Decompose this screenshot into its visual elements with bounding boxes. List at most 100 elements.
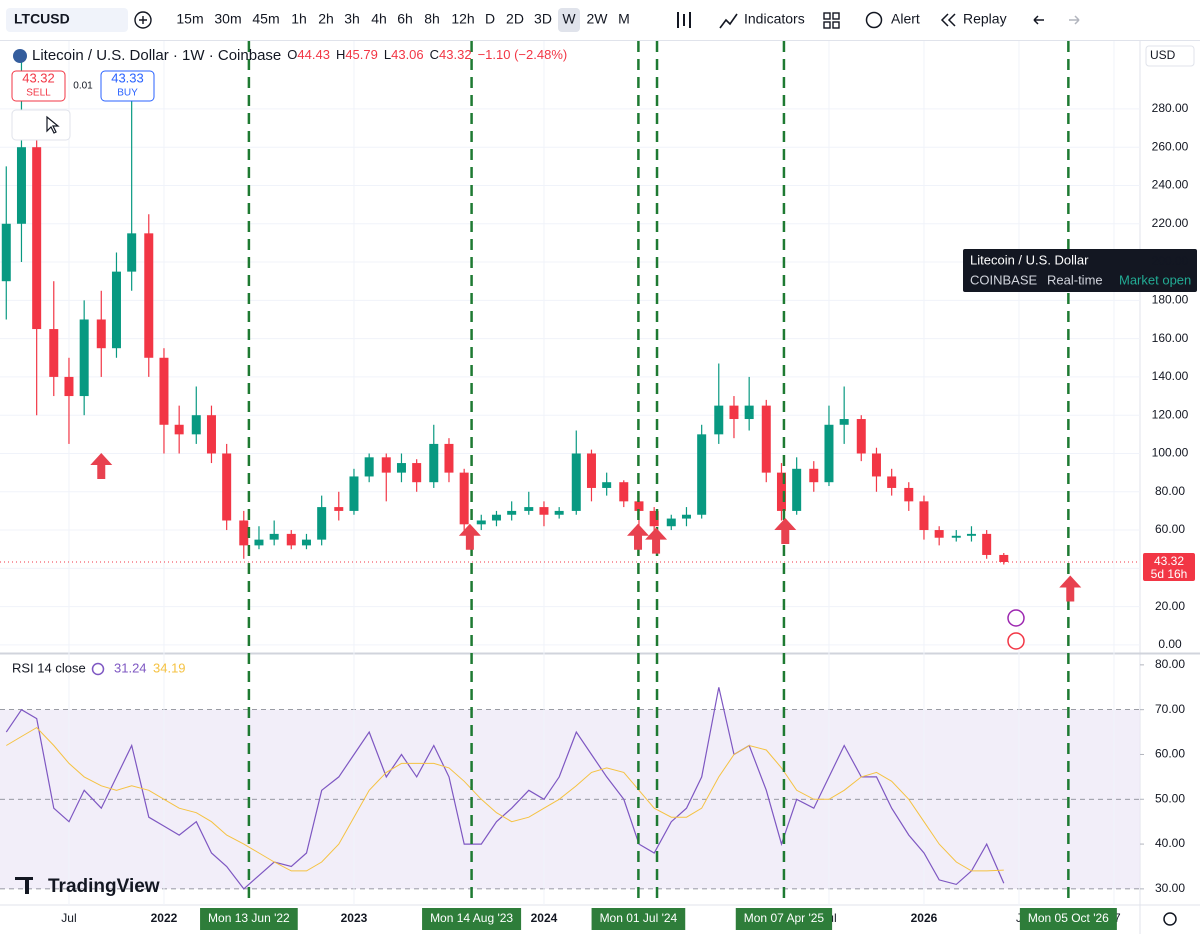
candle-body — [222, 453, 232, 521]
toolbar-border — [0, 40, 1200, 41]
buy-price[interactable]: 43.33 — [111, 70, 144, 85]
bar-countdown: 5d 16h — [1151, 567, 1188, 581]
up-arrow — [774, 518, 797, 545]
layout-icon[interactable] — [823, 12, 840, 29]
interval-button[interactable]: 6h — [397, 11, 413, 27]
candle-body — [79, 319, 89, 397]
tooltip-feed: Real-time — [1047, 272, 1103, 287]
add-symbol-icon[interactable] — [134, 11, 152, 29]
x-tick-label: 2024 — [531, 911, 558, 925]
symbol-box[interactable] — [6, 8, 128, 32]
interval-button[interactable]: 15m — [176, 11, 203, 27]
y-tick-label: 160.00 — [1152, 331, 1189, 345]
replay-icon[interactable] — [940, 13, 956, 27]
candle-body — [396, 463, 406, 473]
symbol[interactable]: LTCUSD — [14, 11, 70, 27]
vline-date-label: Mon 14 Aug '23 — [430, 911, 513, 925]
candle-body — [254, 539, 264, 546]
interval-button[interactable]: 12h — [451, 11, 474, 27]
drawing-mini-toolbar[interactable] — [11, 109, 71, 141]
sell-button[interactable] — [11, 70, 66, 102]
candle-body — [159, 357, 169, 425]
interval-button[interactable]: D — [485, 11, 495, 27]
undo-icon[interactable] — [1033, 15, 1044, 25]
candle-body — [524, 507, 534, 511]
sell-label[interactable]: SELL — [26, 88, 51, 99]
candle-body — [444, 443, 454, 473]
ohlc-value: 45.79 — [345, 47, 378, 62]
interval-button[interactable]: M — [618, 11, 630, 27]
currency-box[interactable] — [1145, 45, 1195, 67]
redo-icon[interactable] — [1069, 15, 1080, 25]
interval-button[interactable]: 4h — [371, 11, 387, 27]
interval-button[interactable]: 3h — [344, 11, 360, 27]
ohlc-label: H — [336, 47, 345, 62]
candle-body — [507, 510, 517, 515]
candle-body — [871, 453, 881, 477]
alert-button[interactable]: Alert — [891, 11, 920, 27]
rsi-y-tick-label: 80.00 — [1155, 657, 1185, 671]
candle-body — [697, 434, 707, 515]
ohlc-label: O — [287, 47, 297, 62]
vline-date-label: Mon 05 Oct '26 — [1028, 911, 1109, 925]
vline-date-box — [735, 908, 833, 930]
y-tick-label: 260.00 — [1152, 139, 1189, 153]
candle-body — [49, 329, 59, 377]
marks-layer — [0, 41, 1140, 905]
candle-body — [744, 405, 754, 420]
active-interval-bg — [558, 8, 580, 32]
sell-price[interactable]: 43.32 — [22, 70, 55, 85]
interval-button[interactable]: 8h — [424, 11, 440, 27]
interval-button[interactable]: 45m — [252, 11, 279, 27]
interval-button[interactable]: 2h — [318, 11, 334, 27]
interval-button[interactable]: 30m — [214, 11, 241, 27]
candle-body — [144, 233, 154, 358]
x-tick-label: 2022 — [151, 911, 178, 925]
replay-button[interactable]: Replay — [963, 11, 1007, 27]
interval-button[interactable]: 1h — [291, 11, 307, 27]
cursor-icon[interactable] — [46, 115, 60, 134]
buy-button[interactable] — [100, 70, 155, 102]
candle-body — [111, 271, 121, 349]
candle-body — [681, 514, 691, 519]
rsi-y-tick-label: 30.00 — [1155, 881, 1185, 895]
rsi-line — [6, 726, 1004, 872]
interval-button[interactable]: 2W — [587, 11, 609, 27]
currency[interactable]: USD — [1150, 48, 1176, 62]
spread: 0.01 — [73, 81, 93, 92]
y-tick-label: 100.00 — [1152, 446, 1189, 460]
candle-body — [666, 518, 676, 527]
candle-body — [839, 419, 849, 425]
interval-button[interactable]: 2D — [506, 11, 524, 27]
rsi-value: 31.24 — [114, 660, 147, 675]
rsi-settings-icon[interactable] — [91, 662, 105, 676]
tooltip-exchange: COINBASE — [970, 272, 1038, 287]
candle-body — [999, 554, 1009, 562]
ui-layer: LTCUSD Indicators Alert Replay USD 43.32… — [6, 8, 1197, 930]
candle-body — [1, 223, 11, 282]
symbol-title: Litecoin / U.S. Dollar · 1W · Coinbase — [32, 47, 281, 64]
alert-icon[interactable] — [865, 11, 883, 29]
indicators-button[interactable]: Indicators — [744, 11, 805, 27]
indicators-icon[interactable] — [719, 13, 738, 29]
interval-button[interactable]: 3D — [534, 11, 552, 27]
y-tick-label: 80.00 — [1155, 484, 1185, 498]
chart-type-icon[interactable] — [677, 12, 691, 28]
candle-body — [761, 405, 771, 473]
candle-body — [982, 533, 992, 555]
vline-date-label: Mon 07 Apr '25 — [744, 911, 825, 925]
last-price-label: 43.32 — [1154, 554, 1184, 568]
candle-body — [127, 233, 137, 272]
y-tick-label: 240.00 — [1152, 178, 1189, 192]
event-icon[interactable] — [1007, 609, 1025, 627]
candle-body — [792, 468, 802, 511]
candle-body — [459, 472, 469, 525]
interval-button[interactable]: W — [562, 11, 576, 27]
candle-body — [334, 507, 344, 511]
candle-body — [317, 507, 327, 540]
settings-icon[interactable] — [1163, 912, 1177, 926]
economic-event-icon[interactable] — [1007, 632, 1025, 650]
candle-body — [554, 510, 564, 515]
vline-date-box — [1019, 908, 1117, 930]
buy-label[interactable]: BUY — [117, 88, 138, 99]
